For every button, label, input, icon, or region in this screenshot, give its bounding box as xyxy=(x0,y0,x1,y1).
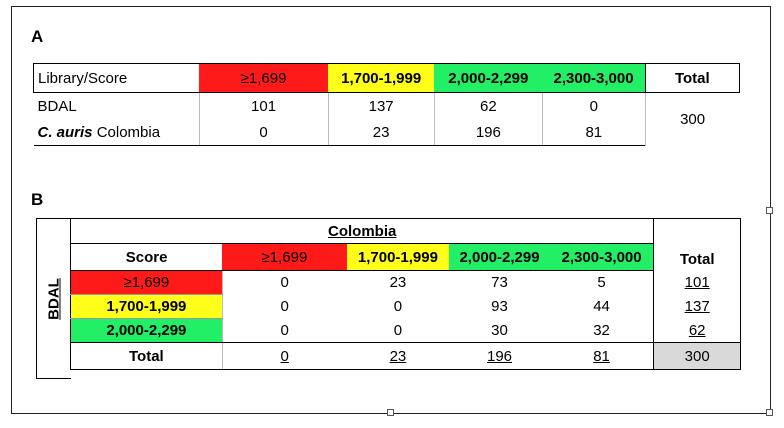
panel-a-header-row: Library/Score ≥1,699 1,700-1,999 2,000-2… xyxy=(33,63,741,93)
total-header-label: Total xyxy=(679,250,715,268)
row-total: 137 xyxy=(653,294,741,319)
row-total: 62 xyxy=(653,318,741,343)
table-cell: 0 xyxy=(541,92,646,119)
col-score-green: 2,000-2,299 xyxy=(449,243,550,271)
table-cell: 196 xyxy=(433,119,543,146)
row-score-yellow: 1,700-1,999 xyxy=(70,294,223,319)
table-cell: 137 xyxy=(327,92,435,119)
column-group-row: Colombia Total xyxy=(69,218,741,271)
table-row: BDAL 101 137 62 0 300 xyxy=(34,92,740,146)
column-group-label: Colombia xyxy=(328,222,397,240)
row-score-red: ≥1,699 xyxy=(70,270,223,295)
col-score-yellow: 1,700-1,999 xyxy=(346,243,450,271)
totals-cell: 81 xyxy=(549,342,654,370)
panel-a-label: A xyxy=(31,27,44,46)
header-score-green: 2,000-2,299 xyxy=(434,63,543,93)
table-cell: 73 xyxy=(491,274,508,292)
table-cell: 23 xyxy=(389,274,407,292)
column-total: 23 xyxy=(389,347,407,365)
resize-handle-right[interactable] xyxy=(766,207,773,214)
table-row: C. auris Colombia 0 23 196 81 xyxy=(33,119,740,146)
row-total: 101 xyxy=(653,270,741,295)
header-total: Total xyxy=(644,63,741,93)
panel-a-table: Library/Score ≥1,699 1,700-1,999 2,000-2… xyxy=(33,63,741,146)
column-total: 81 xyxy=(593,347,610,365)
score-header: Score xyxy=(70,243,223,271)
table-cell: 0 xyxy=(221,270,347,295)
table-cell: 44 xyxy=(593,298,610,315)
table-cell: 0 xyxy=(221,294,347,319)
header-score-green2: 2,300-3,000 xyxy=(542,63,646,93)
table-row: 2,000-2,299 0 0 30 32 62 xyxy=(70,318,741,343)
table-row: ≥1,699 0 23 73 5 101 xyxy=(70,270,741,295)
total-cell: 300 xyxy=(644,92,740,146)
totals-row: Total 0 23 196 81 300 xyxy=(70,342,741,370)
totals-cell: 0 xyxy=(221,342,347,370)
table-cell: 81 xyxy=(541,119,646,146)
panel-b-label: B xyxy=(31,190,44,209)
species-suffix: Colombia xyxy=(92,123,161,141)
column-total: 0 xyxy=(280,347,289,365)
table-cell: 93 xyxy=(491,298,508,315)
col-score-green2: 2,300-3,000 xyxy=(549,243,654,271)
table-cell: 62 xyxy=(433,92,543,119)
total-header: Total xyxy=(653,218,741,271)
row-label-bdal: BDAL xyxy=(37,97,77,115)
table-cell: 0 xyxy=(221,318,347,343)
table-cell: 101 xyxy=(198,92,329,119)
row-score-green: 2,000-2,299 xyxy=(70,318,223,343)
table-cell: 0 xyxy=(346,318,450,343)
row-group-label: BDAL xyxy=(45,277,63,320)
header-library-score: Library/Score xyxy=(33,63,200,93)
table-cell: 32 xyxy=(549,318,654,343)
row-group-box: BDAL xyxy=(36,218,71,379)
totals-label: Total xyxy=(70,342,223,370)
header-score-yellow: 1,700-1,999 xyxy=(328,63,435,93)
table-cell: 23 xyxy=(327,119,435,146)
totals-cell: 196 xyxy=(449,342,550,370)
row-label-cauris: C. auris Colombia xyxy=(33,119,200,146)
totals-cell: 23 xyxy=(346,342,450,370)
table-cell: 0 xyxy=(198,119,329,146)
score-header-row: Score ≥1,699 1,700-1,999 2,000-2,299 2,3… xyxy=(70,243,741,271)
resize-handle-bottom[interactable] xyxy=(387,409,394,416)
table-cell: 0 xyxy=(393,298,403,315)
panel-b-table: Colombia Total Score ≥1,699 1,700-1,999 … xyxy=(69,218,741,370)
column-group-cell: Colombia xyxy=(69,218,654,244)
grand-total: 300 xyxy=(653,342,741,370)
resize-handle-corner[interactable] xyxy=(766,409,773,416)
col-score-red: ≥1,699 xyxy=(222,243,347,271)
table-cell: 30 xyxy=(449,318,550,343)
species-name: C. auris xyxy=(37,123,93,141)
table-row: 1,700-1,999 0 0 93 44 137 xyxy=(70,294,741,319)
table-cell: 5 xyxy=(597,274,606,292)
header-score-red: ≥1,699 xyxy=(199,63,329,93)
column-total: 196 xyxy=(486,347,513,365)
